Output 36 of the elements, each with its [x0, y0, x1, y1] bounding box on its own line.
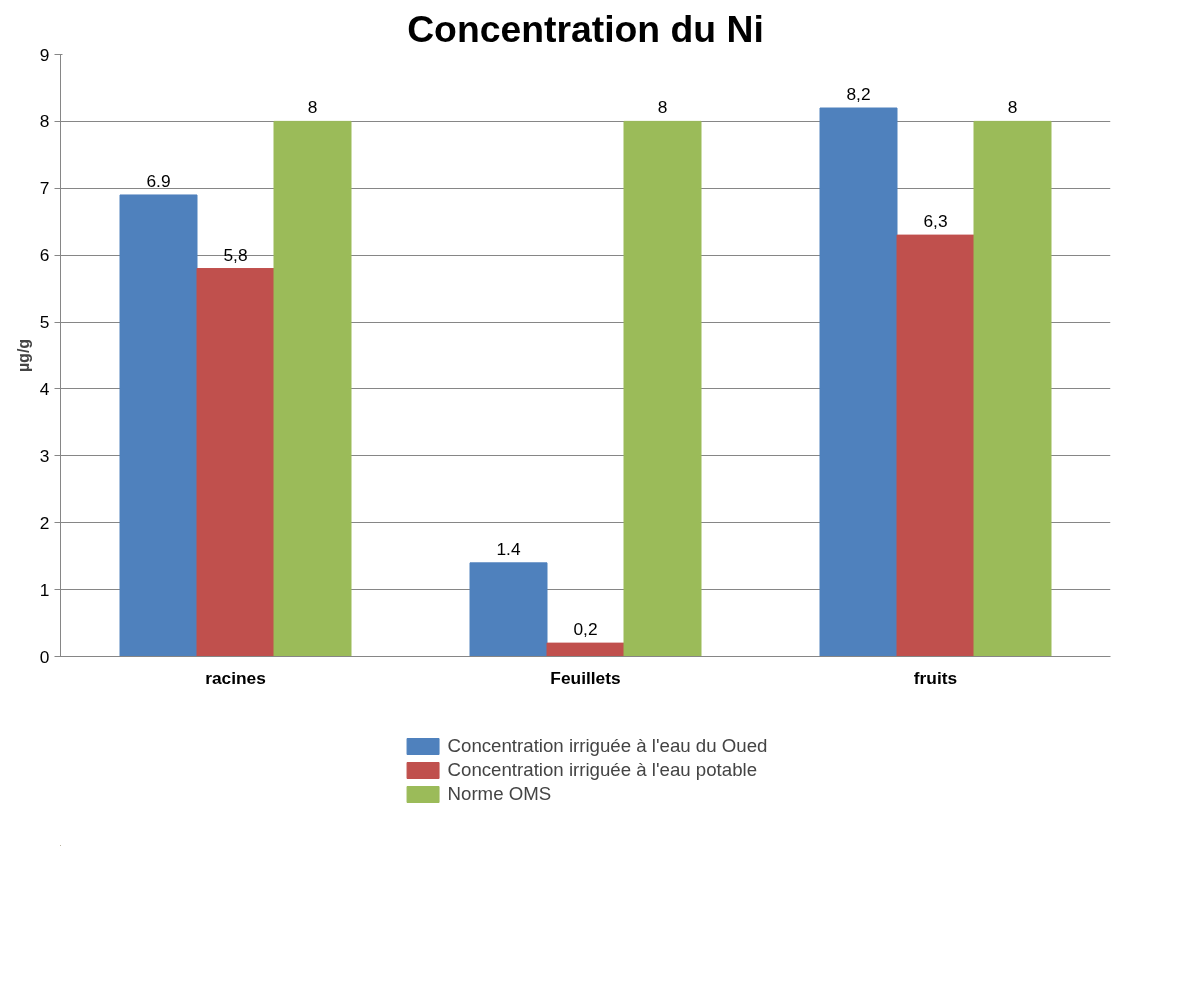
data-label: 8,2: [846, 84, 871, 105]
data-label: 0,2: [573, 619, 598, 640]
legend-label: Concentration irriguée à l'eau potable: [447, 759, 758, 781]
data-label: 8: [657, 97, 668, 118]
chart-title: Concentration du Ni: [407, 7, 764, 50]
x-tick-label: Feuillets: [550, 667, 621, 688]
y-axis-title: µg/g: [14, 338, 32, 373]
bar: [546, 642, 625, 657]
bar: [469, 562, 548, 657]
x-tick-label: fruits: [913, 667, 958, 688]
bar: [623, 120, 702, 657]
y-tick-label: 7: [39, 178, 50, 199]
y-tick-label: 1: [39, 579, 50, 600]
bar: [973, 120, 1052, 657]
bar: [119, 194, 198, 657]
y-tick-label: 8: [39, 111, 50, 132]
legend-label: Concentration irriguée à l'eau du Oued: [447, 735, 768, 757]
x-tick-label: racines: [205, 667, 266, 688]
data-label: 6.9: [146, 170, 171, 191]
y-tick-label: 6: [39, 245, 50, 266]
data-label: 6,3: [923, 211, 948, 232]
y-tick-label: 2: [39, 512, 50, 533]
data-label: 5,8: [223, 244, 248, 265]
bar: [819, 107, 898, 657]
bar: [896, 234, 975, 657]
bar: [273, 120, 352, 657]
data-label: 1.4: [496, 538, 521, 559]
y-tick-label: 9: [39, 44, 50, 65]
bar: [196, 268, 275, 657]
y-tick-label: 4: [39, 378, 50, 399]
y-tick-label: 0: [39, 646, 50, 667]
y-tick-label: 5: [39, 312, 50, 333]
y-tick-label: 3: [39, 445, 50, 466]
data-label: 8: [307, 97, 318, 118]
legend-label: Norme OMS: [447, 783, 552, 805]
data-label: 8: [1007, 97, 1018, 118]
